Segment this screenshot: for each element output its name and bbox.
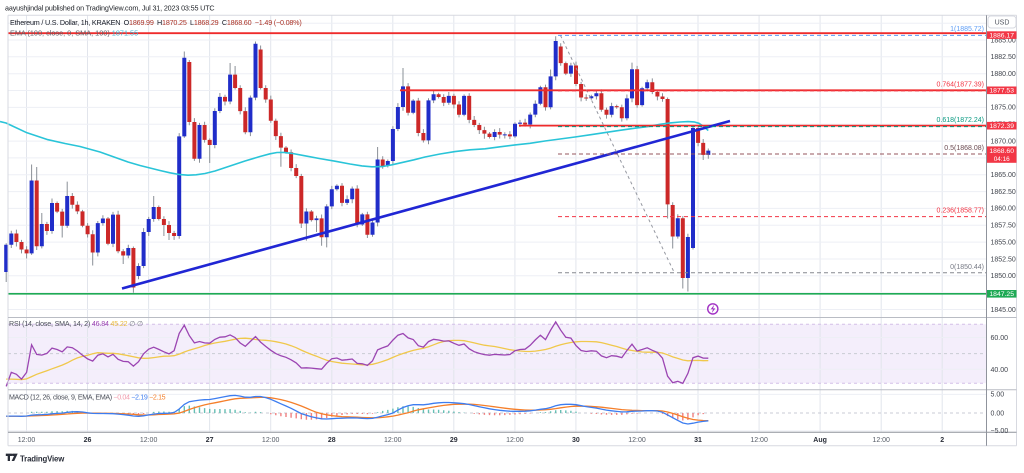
svg-text:1847.25: 1847.25 — [989, 291, 1014, 298]
svg-text:1875.00: 1875.00 — [991, 105, 1016, 112]
svg-text:12:00: 12:00 — [18, 437, 36, 444]
svg-text:1870.00: 1870.00 — [991, 138, 1016, 145]
svg-text:Aug: Aug — [813, 437, 827, 444]
svg-text:26: 26 — [84, 437, 92, 444]
svg-text:1865.00: 1865.00 — [991, 172, 1016, 179]
svg-text:0.236(1858.77): 0.236(1858.77) — [937, 208, 984, 215]
svg-text:0.00: 0.00 — [991, 410, 1005, 417]
svg-text:31: 31 — [694, 437, 702, 444]
svg-text:0.618(1872.24): 0.618(1872.24) — [937, 117, 984, 124]
svg-text:12:00: 12:00 — [262, 437, 280, 444]
svg-text:−5.00: −5.00 — [991, 428, 1009, 435]
svg-text:04:16: 04:16 — [994, 156, 1010, 163]
svg-text:MACD (12, 26, close, 9, EMA, E: MACD (12, 26, close, 9, EMA, EMA) −0.04 … — [9, 394, 166, 402]
svg-text:1860.00: 1860.00 — [991, 206, 1016, 213]
svg-text:1882.50: 1882.50 — [991, 54, 1016, 61]
svg-text:1857.50: 1857.50 — [991, 223, 1016, 230]
svg-text:60.00: 60.00 — [991, 335, 1009, 342]
svg-text:2: 2 — [940, 437, 944, 444]
svg-text:RSI (14, close, SMA, 14, 2) 46: RSI (14, close, SMA, 14, 2) 46.84 45.22 … — [9, 320, 143, 328]
svg-text:1877.53: 1877.53 — [989, 88, 1014, 95]
svg-text:1845.00: 1845.00 — [991, 307, 1016, 314]
svg-text:USD: USD — [995, 20, 1010, 27]
svg-text:12:00: 12:00 — [750, 437, 768, 444]
svg-text:12:00: 12:00 — [628, 437, 646, 444]
svg-text:1(1885.72): 1(1885.72) — [950, 26, 984, 33]
svg-text:0.5(1868.08): 0.5(1868.08) — [944, 145, 984, 152]
svg-text:Ethereum / U.S. Dollar, 1h, KR: Ethereum / U.S. Dollar, 1h, KRAKEN O1869… — [10, 18, 302, 27]
svg-text:1872.39: 1872.39 — [989, 123, 1014, 130]
svg-text:12:00: 12:00 — [506, 437, 524, 444]
svg-text:1852.50: 1852.50 — [991, 256, 1016, 263]
svg-text:40.00: 40.00 — [991, 367, 1009, 374]
svg-text:1885.00: 1885.00 — [991, 37, 1016, 44]
svg-text:12:00: 12:00 — [872, 437, 890, 444]
svg-text:1855.00: 1855.00 — [991, 239, 1016, 246]
svg-text:1862.50: 1862.50 — [991, 189, 1016, 196]
svg-text:1880.00: 1880.00 — [991, 71, 1016, 78]
svg-text:1850.00: 1850.00 — [991, 273, 1016, 280]
svg-text:TradingView: TradingView — [20, 455, 65, 464]
svg-text:0(1850.44): 0(1850.44) — [950, 264, 984, 271]
svg-text:1868.60: 1868.60 — [989, 148, 1014, 155]
svg-text:aayushjindal published on Trad: aayushjindal published on TradingView.co… — [5, 4, 214, 13]
svg-text:28: 28 — [328, 437, 336, 444]
svg-text:EMA (100, close, 0, SMA, 100): EMA (100, close, 0, SMA, 100) 1871.55 — [10, 29, 138, 38]
svg-text:12:00: 12:00 — [140, 437, 158, 444]
svg-text:5.00: 5.00 — [991, 392, 1005, 399]
svg-text:1886.17: 1886.17 — [989, 33, 1014, 40]
svg-text:29: 29 — [450, 437, 458, 444]
svg-text:27: 27 — [206, 437, 214, 444]
svg-text:12:00: 12:00 — [384, 437, 402, 444]
svg-text:0.764(1877.39): 0.764(1877.39) — [937, 82, 984, 89]
svg-text:30: 30 — [572, 437, 580, 444]
